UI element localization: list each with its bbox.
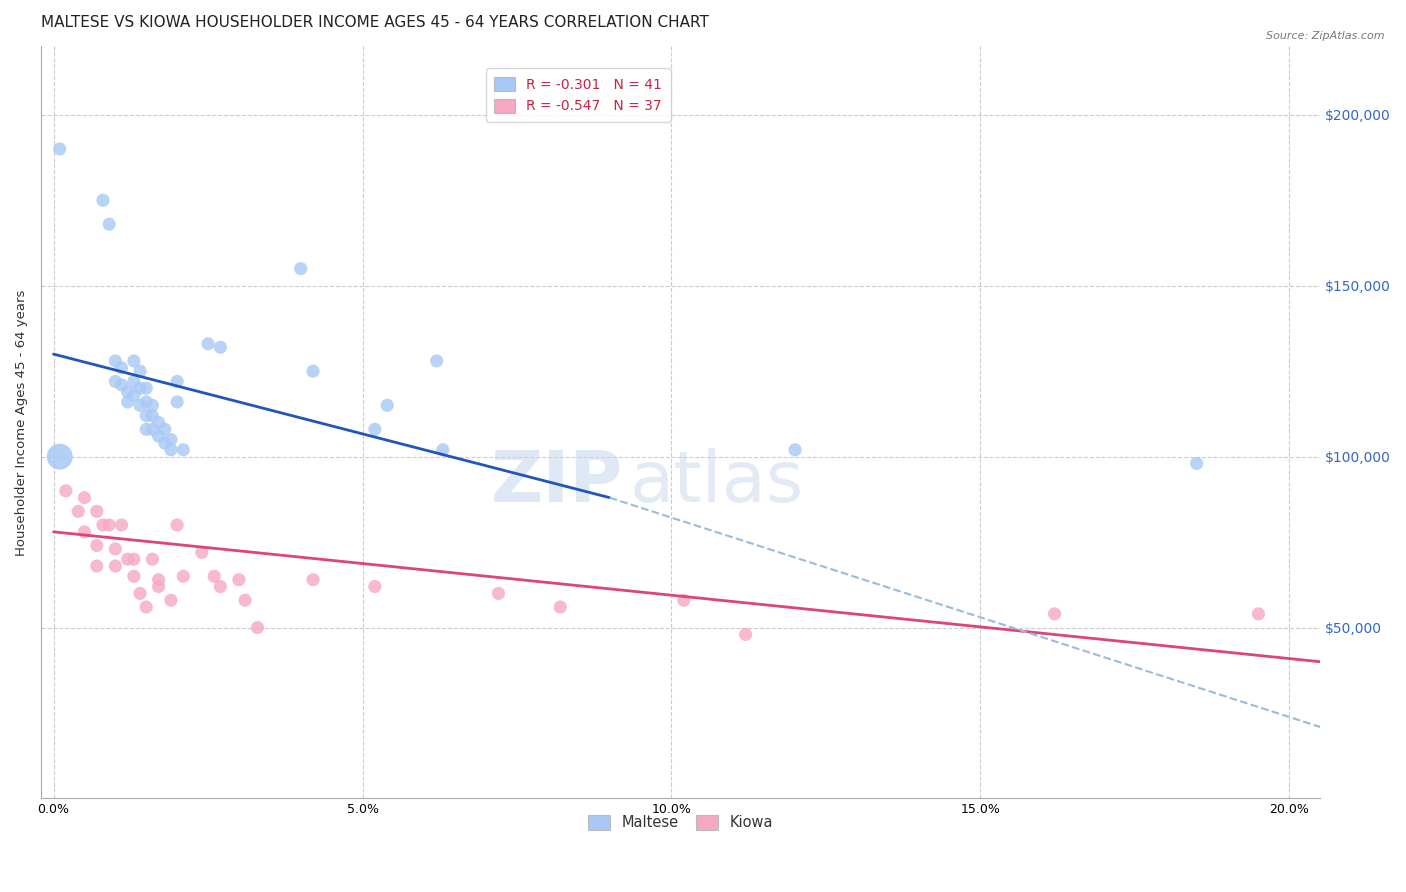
Point <box>129 586 152 600</box>
Point <box>122 388 145 402</box>
Point <box>48 450 70 464</box>
Text: Source: ZipAtlas.com: Source: ZipAtlas.com <box>1267 31 1385 41</box>
Point <box>98 217 121 231</box>
Text: MALTESE VS KIOWA HOUSEHOLDER INCOME AGES 45 - 64 YEARS CORRELATION CHART: MALTESE VS KIOWA HOUSEHOLDER INCOME AGES… <box>41 15 709 30</box>
Point <box>160 442 183 457</box>
Point <box>209 340 232 354</box>
Point <box>153 422 176 436</box>
Point <box>135 422 157 436</box>
Point <box>122 354 145 368</box>
Point <box>98 518 121 533</box>
Point <box>110 518 132 533</box>
Point <box>148 416 170 430</box>
Point <box>166 375 188 389</box>
Point <box>302 573 325 587</box>
Point <box>104 354 127 368</box>
Point <box>426 354 449 368</box>
Point <box>141 409 163 423</box>
Legend: Maltese, Kiowa: Maltese, Kiowa <box>582 809 779 837</box>
Point <box>228 573 250 587</box>
Y-axis label: Householder Income Ages 45 - 64 years: Householder Income Ages 45 - 64 years <box>15 289 28 556</box>
Point <box>117 384 139 399</box>
Point <box>148 573 170 587</box>
Point <box>375 398 398 412</box>
Point <box>104 559 127 574</box>
Point <box>104 541 127 556</box>
Point <box>209 580 232 594</box>
Point <box>148 580 170 594</box>
Point <box>290 261 312 276</box>
Point <box>86 504 108 518</box>
Point <box>160 433 183 447</box>
Point <box>86 559 108 574</box>
Point <box>197 336 219 351</box>
Point <box>166 395 188 409</box>
Point <box>67 504 90 518</box>
Point <box>302 364 325 378</box>
Point <box>129 381 152 395</box>
Point <box>202 569 225 583</box>
Point <box>129 364 152 378</box>
Point <box>122 375 145 389</box>
Point <box>117 395 139 409</box>
Point <box>73 491 96 505</box>
Point <box>432 442 454 457</box>
Point <box>104 375 127 389</box>
Point <box>246 621 269 635</box>
Point <box>783 442 806 457</box>
Point <box>86 539 108 553</box>
Point <box>55 483 77 498</box>
Point <box>166 518 188 533</box>
Point <box>1247 607 1270 621</box>
Point <box>91 194 114 208</box>
Point <box>153 436 176 450</box>
Point <box>191 545 214 559</box>
Point <box>110 360 132 375</box>
Point <box>135 395 157 409</box>
Point <box>548 600 571 615</box>
Point <box>160 593 183 607</box>
Point <box>135 381 157 395</box>
Point <box>135 409 157 423</box>
Point <box>233 593 256 607</box>
Point <box>91 518 114 533</box>
Point <box>141 398 163 412</box>
Point <box>364 580 387 594</box>
Text: ZIP: ZIP <box>491 448 623 517</box>
Point <box>73 524 96 539</box>
Point <box>141 552 163 566</box>
Point <box>734 627 756 641</box>
Point <box>364 422 387 436</box>
Point <box>48 142 70 156</box>
Point <box>172 442 194 457</box>
Point <box>135 600 157 615</box>
Point <box>1043 607 1066 621</box>
Point <box>172 569 194 583</box>
Point <box>488 586 510 600</box>
Point <box>672 593 695 607</box>
Point <box>129 398 152 412</box>
Point <box>122 552 145 566</box>
Point <box>117 552 139 566</box>
Point <box>141 422 163 436</box>
Point <box>148 429 170 443</box>
Text: atlas: atlas <box>630 448 804 517</box>
Point <box>1185 457 1208 471</box>
Point <box>110 377 132 392</box>
Point <box>122 569 145 583</box>
